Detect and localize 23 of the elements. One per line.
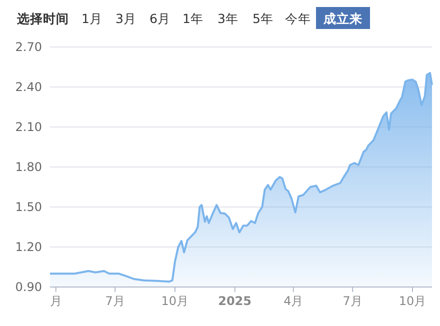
x-tick-label: 10月 (161, 294, 189, 308)
x-tick-label: 2025 (218, 294, 252, 308)
x-tick-label: 7月 (105, 294, 125, 308)
x-tick-label: 7月 (342, 294, 362, 308)
x-tick-label: 10月 (398, 294, 426, 308)
y-tick-label: 0.90 (15, 280, 42, 294)
text: 1月 (82, 11, 102, 26)
y-tick-label: 2.10 (15, 120, 42, 134)
y-tick-label: 2.70 (15, 40, 42, 54)
text: 选择时间 (16, 11, 69, 26)
x-tick-label: 4月 (284, 294, 304, 308)
text: 成立来 (322, 11, 362, 26)
text: 3月 (116, 11, 136, 26)
y-tick-label: 1.20 (15, 240, 42, 254)
x-tick-label: 月 (50, 294, 62, 308)
text: 1年 (182, 11, 204, 26)
y-tick-label: 1.80 (15, 160, 42, 174)
text: 3年 (218, 11, 238, 26)
text: 6月 (150, 11, 170, 26)
y-tick-label: 1.50 (15, 200, 42, 214)
text: 5年 (252, 11, 274, 26)
y-tick-label: 2.40 (15, 80, 42, 94)
text: 今年 (285, 11, 311, 26)
